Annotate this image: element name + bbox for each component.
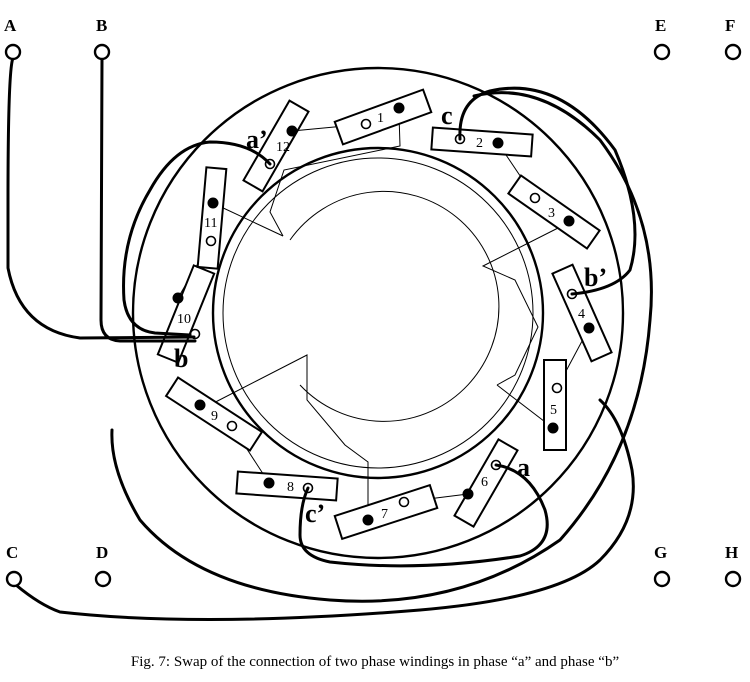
rotor-inner-arc [289,190,500,422]
inner-stator-ring [211,146,545,480]
figure-caption: Fig. 7: Swap of the connection of two ph… [130,654,620,670]
svg-text:C: C [6,543,18,562]
terminal-E: E [653,16,671,61]
coil-number: 4 [578,307,585,322]
terminal-H: H [724,543,742,588]
phase-label-b: b [174,344,188,373]
wire-B [99,56,197,343]
phase-label-c: c [441,101,453,130]
coil-number: 7 [381,507,388,522]
wire-a-prime-loop [122,140,272,337]
coil-terminal-dots [172,102,595,526]
svg-text:B: B [96,16,107,35]
wire-big-loop [110,91,653,603]
wire-c-loop [458,86,637,296]
phase-label-a: a [517,453,530,482]
svg-text:H: H [725,543,738,562]
coil-number: 6 [481,475,488,490]
coil-8: 8 [235,470,339,502]
svg-text:G: G [654,543,667,562]
coil-number: 5 [550,403,557,418]
coil-number: 8 [287,480,294,495]
coil-5: 5 [543,359,567,451]
terminal-B: B [93,16,111,61]
coil-number: 12 [276,140,290,155]
terminal-C: C [5,543,23,588]
terminal-F: F [724,16,742,61]
coil-1: 1 [333,88,433,146]
wire-a-c-prime-loop [298,463,549,568]
coil-3: 3 [506,174,602,250]
coil-2: 2 [430,126,534,158]
wire-C [14,398,635,622]
outer-stator-ring [131,66,625,560]
coil-number: 3 [548,206,555,221]
phase-label-c-prime: c’ [305,499,325,528]
phase-label-b-prime: b’ [584,263,607,292]
svg-text:D: D [96,543,108,562]
coil-number: 11 [204,216,217,231]
rotor-circle [222,157,534,469]
svg-text:E: E [655,16,666,35]
coil-number: 10 [177,312,191,327]
coil-4: 4 [551,263,613,363]
coil-number: 9 [211,409,218,424]
coil-7: 7 [333,483,439,541]
coil-9: 9 [164,376,264,452]
phase-label-a-prime: a’ [246,125,268,154]
terminal-A: A [4,16,22,61]
external-wiring [6,56,653,622]
wire-A [6,56,196,340]
inner-guide-lines [199,114,561,520]
coil-number: 1 [377,111,384,126]
svg-text:A: A [4,16,17,35]
terminal-D: D [94,543,112,588]
terminal-G: G [653,543,671,588]
svg-text:F: F [725,16,735,35]
coil-6: 6 [453,438,519,528]
coil-11: 11 [196,166,228,270]
coil-number: 2 [476,136,483,151]
coil-12: 12 [242,99,310,193]
